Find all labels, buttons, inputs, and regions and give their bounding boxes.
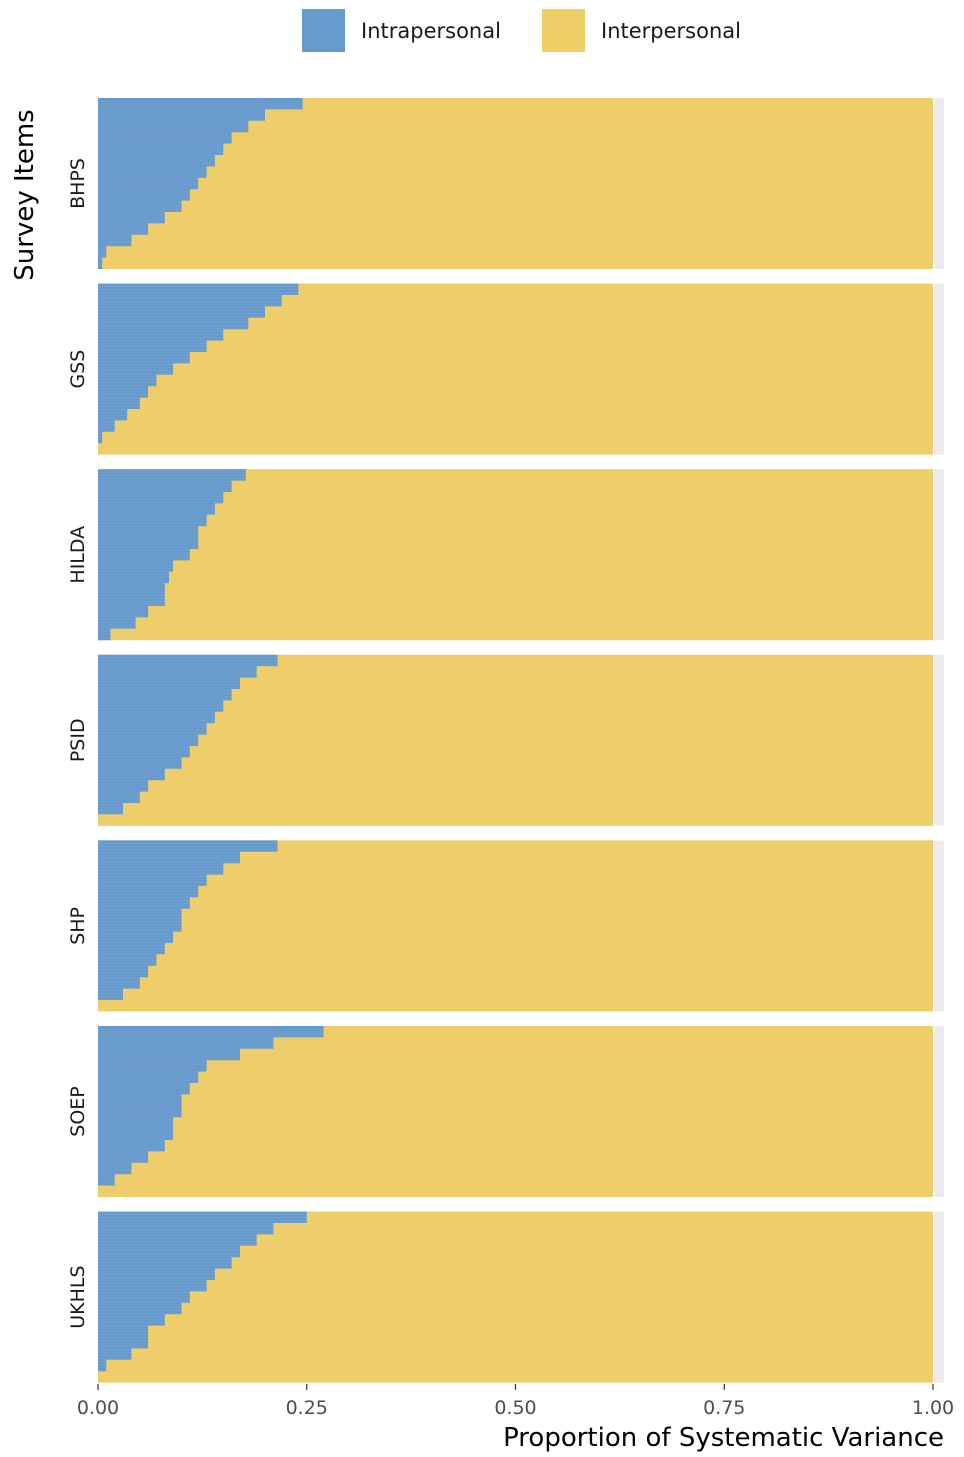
intrapersonal-area [98, 98, 303, 269]
facet-soep: SOEP [67, 1026, 944, 1197]
facet-panels: BHPS GSS HILDA PSID SHP SOEP UKHLS [67, 98, 944, 1383]
intrapersonal-area [98, 840, 278, 1012]
facet-label-soep: SOEP [67, 1086, 89, 1136]
legend-label-interpersonal: Interpersonal [601, 19, 741, 43]
x-axis-title: Proportion of Systematic Variance [503, 1423, 944, 1453]
facet-shp: SHP [67, 840, 944, 1012]
facet-label-ukhls: UKHLS [67, 1265, 89, 1328]
intrapersonal-area [98, 1026, 324, 1197]
interpersonal-bar [98, 840, 933, 1012]
intrapersonal-area [98, 654, 278, 826]
legend-swatch-interpersonal [542, 9, 585, 52]
intrapersonal-area [98, 469, 246, 641]
x-tick-label: 0.25 [286, 1397, 328, 1419]
legend-swatch-intrapersonal [302, 9, 345, 52]
intrapersonal-area [98, 283, 299, 455]
x-tick-label: 0.50 [494, 1397, 536, 1419]
facet-ukhls: UKHLS [67, 1211, 944, 1383]
facet-label-bhps: BHPS [67, 158, 89, 209]
x-tick-label: 1.00 [912, 1397, 954, 1419]
facet-psid: PSID [67, 654, 944, 826]
facet-label-gss: GSS [67, 350, 89, 389]
facet-label-hilda: HILDA [67, 526, 89, 584]
facet-hilda: HILDA [67, 469, 944, 641]
x-axis: 0.00 0.25 0.50 0.75 1.00 [77, 1384, 954, 1419]
interpersonal-bar [98, 469, 933, 641]
facet-label-shp: SHP [67, 907, 89, 945]
y-axis-title: Survey Items [10, 109, 40, 280]
x-tick-label: 0.75 [703, 1397, 745, 1419]
facet-bhps: BHPS [67, 98, 944, 269]
facet-label-psid: PSID [67, 718, 89, 762]
legend: Intrapersonal Interpersonal [302, 9, 741, 52]
facet-gss: GSS [67, 283, 944, 455]
legend-label-intrapersonal: Intrapersonal [361, 19, 501, 43]
intrapersonal-area [98, 1211, 307, 1383]
x-tick-label: 0.00 [77, 1397, 119, 1419]
